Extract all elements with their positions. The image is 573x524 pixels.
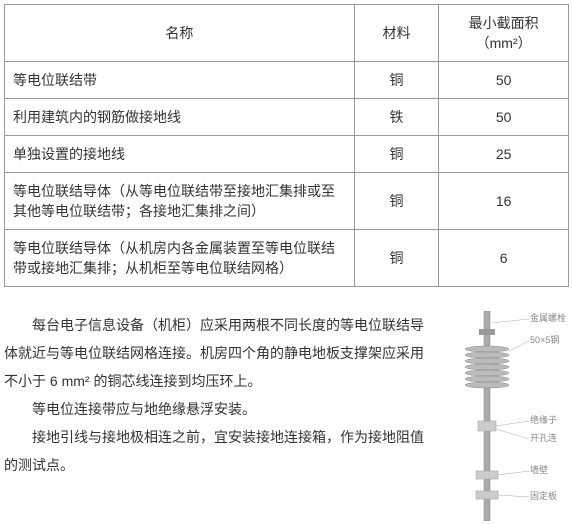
table-row: 等电位联结导体（从等电位联结带至接地汇集排或至其他等电位联结带；各接地汇集排之间… xyxy=(5,173,569,230)
cell-material: 铜 xyxy=(354,173,439,230)
cell-name: 等电位联结导体（从等电位联结带至接地汇集排或至其他等电位联结带；各接地汇集排之间… xyxy=(5,173,355,230)
paragraph: 等电位连接带应与地绝缘悬浮安装。 xyxy=(4,395,426,423)
grounding-diagram: 金属螺栓 50×5钢 绝缘子 开孔连 墙壁 固定板 xyxy=(434,311,569,521)
table-row: 单独设置的接地线 铜 25 xyxy=(5,136,569,173)
diagram-label-bot2: 固定板 xyxy=(530,490,557,501)
diagram-label-mid2: 开孔连 xyxy=(530,432,557,443)
text-block: 每台电子信息设备（机柜）应采用两根不同长度的等电位联结导体就近与等电位联结网格连… xyxy=(4,311,426,521)
table-row: 等电位联结导体（从机房内各金属装置至等电位联结带或接地汇集排；从机柜至等电位联结… xyxy=(5,230,569,287)
cell-name: 单独设置的接地线 xyxy=(5,136,355,173)
content-area: 每台电子信息设备（机柜）应采用两根不同长度的等电位联结导体就近与等电位联结网格连… xyxy=(4,311,569,521)
paragraph: 每台电子信息设备（机柜）应采用两根不同长度的等电位联结导体就近与等电位联结网格连… xyxy=(4,311,426,395)
diagram-label-dim: 50×5钢 xyxy=(530,334,559,345)
cell-material: 铜 xyxy=(354,136,439,173)
diagram-label-bot1: 墙壁 xyxy=(530,464,548,475)
diagram-label-top: 金属螺栓 xyxy=(530,312,566,323)
col-header-material: 材料 xyxy=(354,5,439,62)
cell-area: 6 xyxy=(439,230,569,287)
cell-name: 利用建筑内的钢筋做接地线 xyxy=(5,99,355,136)
table-row: 利用建筑内的钢筋做接地线 铁 50 xyxy=(5,99,569,136)
cell-material: 铁 xyxy=(354,99,439,136)
spec-table: 名称 材料 最小截面积（mm²） 等电位联结带 铜 50 利用建筑内的钢筋做接地… xyxy=(4,4,569,287)
paragraph: 接地引线与接地极相连之前，宜安装接地连接箱，作为接地阻值的测试点。 xyxy=(4,423,426,479)
table-row: 等电位联结带 铜 50 xyxy=(5,62,569,99)
cell-name: 等电位联结导体（从机房内各金属装置至等电位联结带或接地汇集排；从机柜至等电位联结… xyxy=(5,230,355,287)
cell-area: 50 xyxy=(439,62,569,99)
cell-area: 16 xyxy=(439,173,569,230)
col-header-name: 名称 xyxy=(5,5,355,62)
cell-area: 50 xyxy=(439,99,569,136)
cell-name: 等电位联结带 xyxy=(5,62,355,99)
cell-area: 25 xyxy=(439,136,569,173)
cell-material: 铜 xyxy=(354,230,439,287)
cell-material: 铜 xyxy=(354,62,439,99)
diagram-label-mid1: 绝缘子 xyxy=(530,414,557,425)
col-header-area: 最小截面积（mm²） xyxy=(439,5,569,62)
